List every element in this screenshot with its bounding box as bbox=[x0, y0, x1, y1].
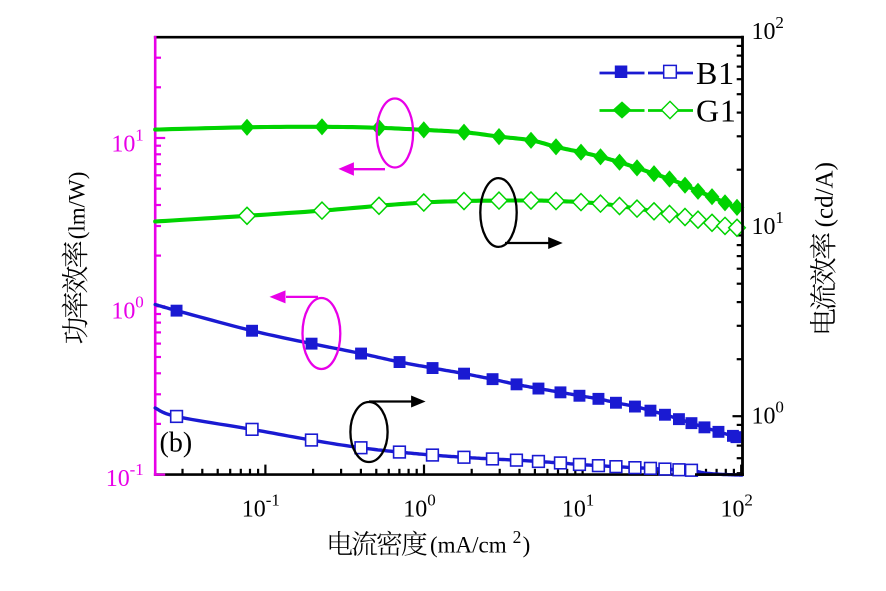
svg-text:(cd/A): (cd/A) bbox=[811, 162, 838, 227]
svg-text:(mA/cm: (mA/cm bbox=[430, 533, 507, 558]
svg-text:B1: B1 bbox=[696, 55, 735, 91]
svg-text:1: 1 bbox=[775, 208, 784, 227]
svg-text:1: 1 bbox=[135, 125, 144, 144]
svg-text:0: 0 bbox=[775, 398, 784, 417]
svg-text:10: 10 bbox=[562, 497, 586, 523]
svg-text:G1: G1 bbox=[696, 92, 737, 128]
svg-text:2: 2 bbox=[513, 527, 522, 547]
svg-text:(b): (b) bbox=[160, 428, 193, 459]
svg-text:-1: -1 bbox=[130, 460, 144, 479]
svg-text:0: 0 bbox=[427, 491, 436, 510]
svg-text:10: 10 bbox=[242, 497, 266, 523]
svg-text:10: 10 bbox=[111, 131, 135, 157]
svg-text:1: 1 bbox=[586, 491, 595, 510]
svg-text:10: 10 bbox=[111, 298, 135, 324]
svg-text:10: 10 bbox=[403, 497, 427, 523]
svg-text:10: 10 bbox=[106, 466, 130, 492]
svg-text:2: 2 bbox=[744, 491, 753, 510]
svg-text:10: 10 bbox=[752, 214, 776, 240]
svg-text:0: 0 bbox=[135, 292, 144, 311]
svg-text:): ) bbox=[523, 533, 531, 558]
svg-text:10: 10 bbox=[721, 497, 745, 523]
svg-text:10: 10 bbox=[752, 19, 776, 45]
svg-text:-1: -1 bbox=[266, 491, 280, 510]
svg-text:2: 2 bbox=[775, 13, 784, 32]
svg-text:10: 10 bbox=[752, 404, 776, 430]
svg-text:(lm/W): (lm/W) bbox=[64, 172, 89, 240]
